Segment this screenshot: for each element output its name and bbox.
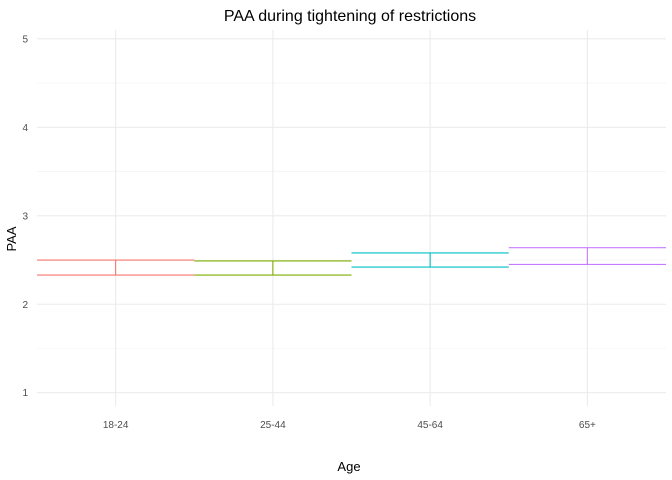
x-tick-labels: 18-24 25-44 45-64 65+: [103, 420, 596, 431]
y-tick-label: 3: [22, 211, 28, 222]
x-tick-label: 25-44: [260, 420, 286, 431]
x-tick-label: 65+: [579, 420, 596, 431]
x-tick-label: 18-24: [103, 420, 129, 431]
error-bar: [508, 247, 666, 265]
y-axis-title: PAA: [4, 226, 19, 251]
y-tick-label: 5: [22, 34, 28, 45]
y-tick-label: 4: [22, 123, 28, 134]
chart-title: PAA during tightening of restrictions: [224, 8, 476, 25]
error-bar: [37, 259, 195, 276]
error-bar: [351, 252, 509, 268]
x-tick-label: 45-64: [417, 420, 443, 431]
error-bar: [194, 260, 352, 276]
y-tick-label: 2: [22, 300, 28, 311]
x-axis-title: Age: [337, 459, 360, 474]
error-bars: [37, 247, 666, 276]
grid: [37, 30, 666, 406]
y-tick-labels: 1 2 3 4 5: [22, 34, 28, 399]
y-tick-label: 1: [22, 388, 28, 399]
